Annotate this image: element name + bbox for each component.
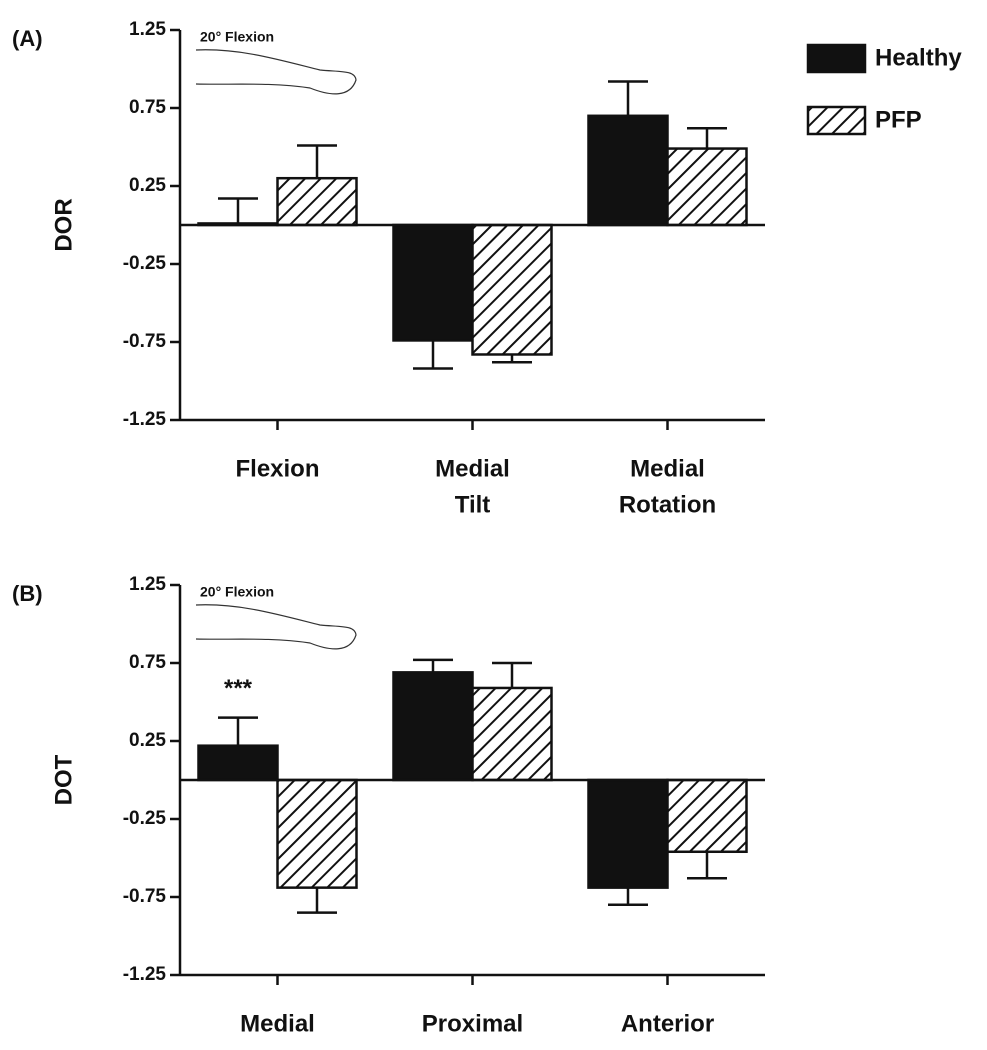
bar	[587, 778, 669, 889]
annotation: 20° Flexion	[200, 29, 274, 45]
bar	[666, 778, 748, 854]
legend-label: PFP	[875, 106, 922, 133]
panel-label: (B)	[12, 581, 43, 606]
y-tick-label: -1.25	[123, 964, 167, 985]
x-tick-label: Flexion	[235, 455, 319, 482]
bar	[471, 686, 553, 782]
bar	[666, 147, 748, 227]
y-tick-label: -0.75	[123, 331, 167, 352]
x-tick-label: Medial	[240, 1010, 315, 1037]
bar	[471, 223, 553, 356]
y-tick-label: 0.25	[129, 730, 166, 751]
x-tick-label: Rotation	[619, 491, 716, 518]
x-tick-label: Anterior	[621, 1010, 714, 1037]
y-axis-label: DOT	[50, 754, 77, 805]
bar	[276, 176, 358, 227]
leg-sketch	[195, 49, 357, 95]
y-tick-label: -0.25	[123, 253, 167, 274]
bar	[587, 114, 669, 227]
annotation: 20° Flexion	[200, 584, 274, 600]
y-tick-label: 1.25	[129, 19, 166, 40]
x-tick-label: Medial	[630, 455, 705, 482]
significance-marker: ***	[224, 675, 253, 702]
x-tick-label: Medial	[435, 455, 510, 482]
y-tick-label: -0.75	[123, 886, 167, 907]
bar	[276, 778, 358, 889]
y-tick-label: 0.75	[129, 652, 166, 673]
x-tick-label: Proximal	[422, 1010, 523, 1037]
leg-sketch	[195, 604, 357, 650]
legend-swatch	[806, 43, 867, 74]
bar	[197, 744, 279, 782]
y-tick-label: -0.25	[123, 808, 167, 829]
bar	[392, 223, 474, 342]
legend-swatch	[806, 105, 867, 136]
y-axis-label: DOR	[50, 198, 77, 251]
x-tick-label: Tilt	[455, 491, 491, 518]
bar	[392, 671, 474, 782]
y-tick-label: 0.75	[129, 97, 166, 118]
panel-label: (A)	[12, 26, 43, 51]
y-tick-label: -1.25	[123, 409, 167, 430]
y-tick-label: 0.25	[129, 175, 166, 196]
y-tick-label: 1.25	[129, 574, 166, 595]
legend-label: Healthy	[875, 44, 962, 71]
